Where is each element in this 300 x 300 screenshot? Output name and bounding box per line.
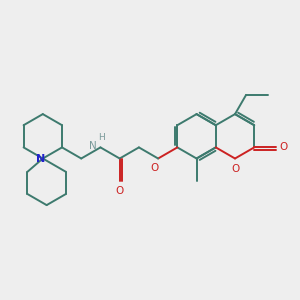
Text: O: O [280,142,288,152]
Text: N: N [89,141,97,151]
Text: O: O [151,163,159,173]
Text: H: H [98,133,105,142]
Text: O: O [231,164,239,174]
Text: O: O [116,186,124,196]
Text: N: N [36,154,45,164]
